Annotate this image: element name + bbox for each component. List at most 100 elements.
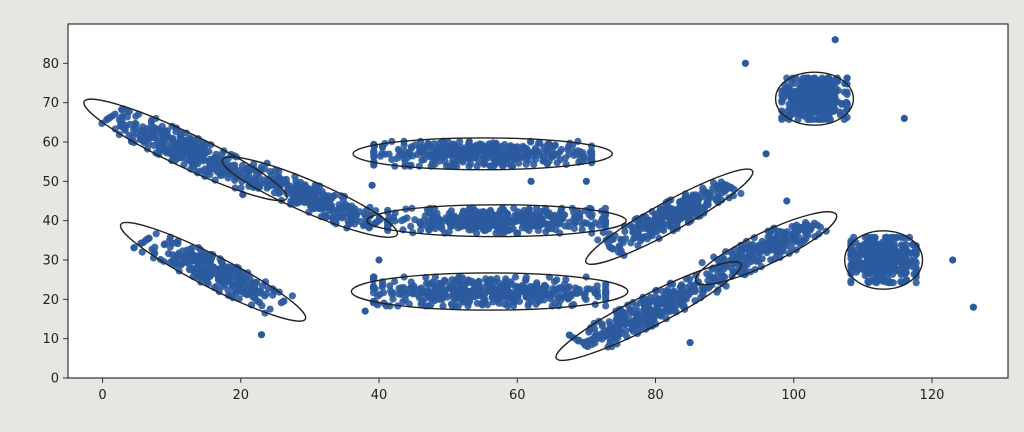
data-point	[119, 112, 127, 121]
cluster-8-points	[565, 270, 730, 351]
data-point	[756, 244, 764, 252]
data-point	[156, 143, 164, 151]
data-point	[237, 285, 245, 293]
data-point	[147, 118, 155, 126]
data-point	[602, 302, 610, 310]
data-point	[788, 110, 797, 118]
data-point	[416, 220, 424, 228]
data-point	[806, 115, 814, 123]
data-point	[694, 278, 703, 286]
data-point	[446, 283, 454, 292]
data-point	[588, 341, 596, 349]
data-point	[168, 251, 176, 259]
data-point	[169, 134, 177, 143]
data-point	[388, 137, 396, 145]
data-point	[834, 98, 842, 106]
data-point	[713, 182, 721, 190]
data-point	[118, 118, 126, 126]
data-point	[280, 178, 288, 186]
data-point	[705, 284, 713, 292]
cluster-3-points	[232, 159, 385, 232]
data-point	[439, 302, 447, 310]
data-point	[889, 279, 897, 287]
data-point	[693, 209, 701, 217]
data-point	[543, 160, 551, 168]
plot-area	[67, 23, 1009, 379]
outlier-point	[527, 177, 535, 185]
data-point	[672, 211, 680, 219]
data-point	[542, 220, 551, 228]
data-point	[810, 219, 819, 227]
data-point	[804, 231, 812, 239]
data-point	[802, 224, 810, 232]
cluster-10-outline	[774, 71, 855, 126]
data-point	[613, 324, 621, 333]
data-point	[556, 148, 564, 156]
data-point	[266, 305, 274, 313]
data-point	[271, 287, 279, 295]
data-point	[591, 219, 600, 227]
data-point	[369, 282, 378, 290]
data-point	[431, 160, 439, 168]
data-point	[876, 271, 884, 279]
data-point	[627, 239, 635, 247]
data-point	[246, 275, 254, 283]
data-point	[502, 154, 510, 162]
data-point	[841, 79, 849, 88]
data-point	[783, 74, 791, 82]
data-point	[130, 244, 138, 252]
outlier-point	[762, 150, 770, 158]
data-point	[206, 171, 214, 179]
data-point	[277, 188, 285, 196]
data-point	[472, 214, 480, 222]
data-point	[847, 277, 855, 285]
data-point	[507, 278, 515, 286]
data-point	[629, 228, 637, 236]
data-point	[111, 125, 119, 133]
data-point	[203, 277, 211, 285]
data-point	[530, 148, 539, 156]
data-point	[465, 206, 473, 214]
data-point	[719, 273, 727, 281]
x-tick-label: 80	[647, 388, 664, 403]
data-point	[825, 74, 833, 82]
data-point	[488, 293, 496, 301]
data-point	[449, 293, 457, 301]
data-point	[828, 107, 836, 115]
cluster-1-outline	[83, 98, 288, 202]
data-point	[884, 251, 893, 259]
data-point	[477, 219, 485, 227]
data-point	[195, 263, 203, 271]
data-point	[818, 78, 827, 86]
data-point	[163, 140, 171, 148]
data-point	[186, 135, 194, 143]
data-point	[258, 302, 266, 310]
data-point	[214, 276, 222, 284]
data-point	[199, 154, 207, 162]
data-point	[710, 274, 718, 282]
data-point	[824, 83, 833, 91]
data-point	[180, 149, 188, 157]
data-point	[594, 236, 602, 244]
data-point	[778, 228, 786, 236]
data-point	[551, 299, 559, 307]
cluster-10-points	[778, 74, 851, 123]
data-point	[179, 143, 187, 151]
data-point	[490, 162, 498, 170]
data-point	[643, 217, 651, 225]
cluster-9-outline	[694, 211, 838, 286]
data-point	[444, 144, 452, 152]
data-point	[508, 162, 517, 170]
data-point	[528, 221, 536, 229]
data-point	[422, 143, 430, 151]
data-point	[627, 320, 635, 328]
data-point	[530, 214, 538, 222]
data-point	[575, 213, 583, 222]
outlier-point	[969, 303, 978, 311]
data-point	[729, 268, 737, 276]
data-point	[526, 289, 534, 297]
data-point	[465, 137, 473, 145]
cluster-8-outline	[555, 261, 742, 362]
data-point	[703, 270, 711, 278]
